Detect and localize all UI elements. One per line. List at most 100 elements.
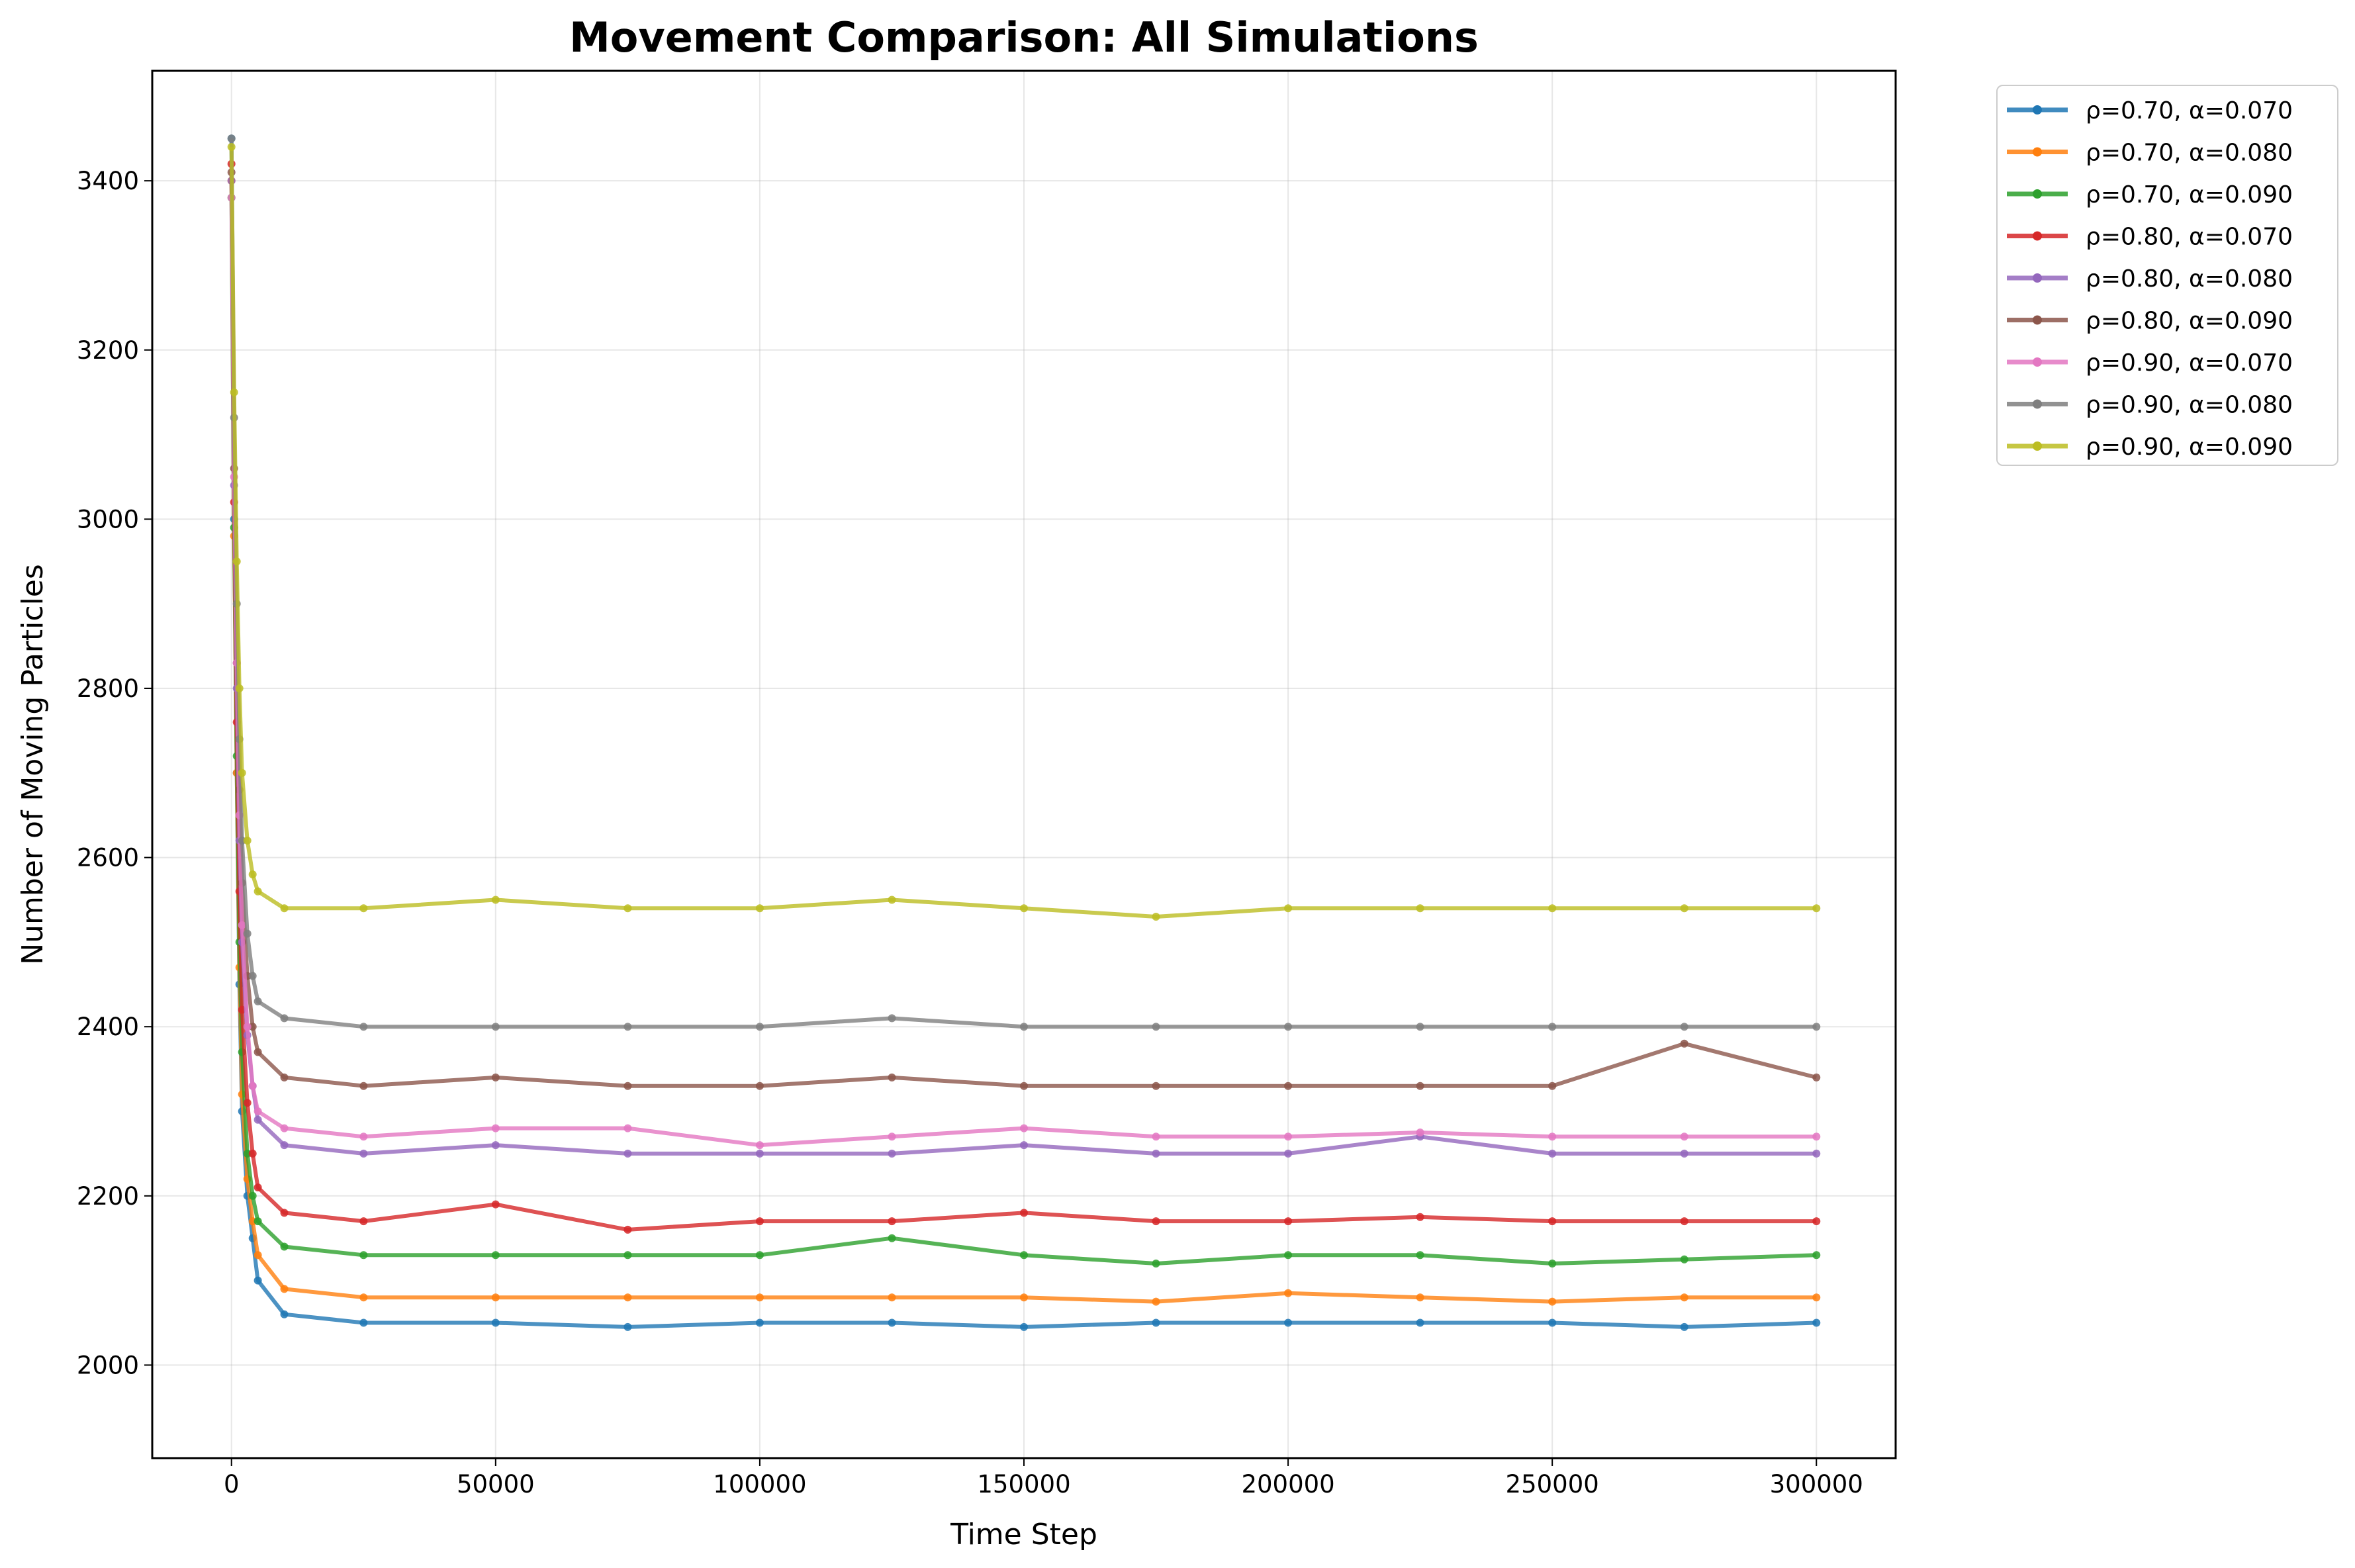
data-point: [1284, 1289, 1293, 1297]
data-point: [280, 904, 289, 913]
legend: ρ=0.70, α=0.070 ρ=0.70, α=0.080 ρ=0.70, α=…: [1996, 85, 2338, 466]
legend-item: ρ=0.70, α=0.070: [2007, 97, 2293, 124]
data-point: [888, 1318, 896, 1327]
data-point: [1680, 1322, 1688, 1331]
y-tick-label: 3200: [77, 336, 139, 365]
data-point: [1284, 1023, 1293, 1031]
data-point: [1680, 1149, 1688, 1158]
data-point: [1416, 1293, 1424, 1302]
data-point: [1812, 1132, 1821, 1141]
legend-item: ρ=0.70, α=0.090: [2007, 181, 2293, 208]
legend-label: ρ=0.80, α=0.080: [2086, 265, 2293, 293]
data-point: [1152, 1217, 1160, 1226]
data-point: [1416, 1129, 1424, 1136]
data-point: [1812, 1318, 1821, 1327]
data-point: [1284, 1132, 1293, 1141]
legend-label: ρ=0.90, α=0.080: [2086, 392, 2293, 419]
data-point: [227, 134, 236, 143]
data-point: [623, 1149, 632, 1158]
y-tick-label: 2200: [77, 1182, 139, 1211]
data-point: [235, 684, 244, 692]
data-point: [888, 1149, 896, 1158]
series-9: [227, 143, 1821, 921]
data-point: [491, 1293, 500, 1302]
data-point: [1416, 1023, 1424, 1031]
data-point: [623, 1124, 632, 1132]
data-point: [755, 1318, 764, 1327]
data-point: [1152, 1260, 1160, 1268]
data-point: [1812, 1217, 1821, 1226]
data-point: [1812, 1251, 1821, 1260]
y-tick-label: 3400: [77, 167, 139, 195]
x-tick-label: 200000: [1241, 1470, 1334, 1499]
legend-marker: [2033, 357, 2042, 367]
data-point: [254, 1183, 262, 1191]
x-tick-label: 100000: [713, 1470, 806, 1499]
data-point: [1548, 1318, 1557, 1327]
data-point: [755, 1149, 764, 1158]
data-point: [491, 1318, 500, 1327]
data-point: [1152, 913, 1160, 921]
data-point: [1152, 1132, 1160, 1141]
data-point: [888, 1234, 896, 1242]
y-tick-label: 2600: [77, 844, 139, 872]
data-point: [359, 1082, 368, 1090]
data-point: [1416, 1318, 1424, 1327]
data-point: [280, 1285, 289, 1293]
data-point: [1284, 1149, 1293, 1158]
data-point: [623, 1322, 632, 1331]
data-point: [623, 1293, 632, 1302]
data-point: [1284, 1217, 1293, 1226]
data-point: [1020, 1322, 1028, 1331]
legend-item: ρ=0.90, α=0.070: [2007, 349, 2293, 377]
data-point: [1020, 1124, 1028, 1132]
legend-label: ρ=0.90, α=0.070: [2086, 349, 2293, 377]
data-point: [491, 1251, 500, 1260]
series-layer: [227, 134, 1821, 1331]
data-point: [359, 1251, 368, 1260]
data-point: [888, 896, 896, 904]
legend-item: ρ=0.70, α=0.080: [2007, 140, 2293, 167]
data-point: [888, 1293, 896, 1302]
data-point: [755, 1251, 764, 1260]
data-point: [1812, 1023, 1821, 1031]
data-point: [1416, 1251, 1424, 1260]
data-point: [359, 1023, 368, 1031]
data-point: [1020, 1251, 1028, 1260]
data-point: [243, 929, 252, 938]
data-point: [491, 1073, 500, 1082]
data-point: [623, 1225, 632, 1234]
data-point: [243, 1099, 252, 1107]
x-tick-label: 250000: [1506, 1470, 1599, 1499]
y-tick-label: 2800: [77, 674, 139, 703]
legend-label: ρ=0.80, α=0.090: [2086, 308, 2293, 335]
data-point: [1548, 1132, 1557, 1141]
legend-marker: [2033, 399, 2042, 409]
data-point: [359, 1149, 368, 1158]
data-point: [1680, 1293, 1688, 1302]
data-point: [888, 1014, 896, 1023]
x-tick-label: 0: [224, 1470, 240, 1499]
legend-item: ρ=0.80, α=0.080: [2007, 265, 2293, 293]
legend-marker: [2033, 441, 2042, 451]
data-point: [1548, 1149, 1557, 1158]
legend-label: ρ=0.70, α=0.080: [2086, 140, 2293, 167]
data-point: [1152, 1297, 1160, 1306]
legend-marker: [2033, 189, 2042, 199]
data-point: [280, 1014, 289, 1023]
x-tick-label: 150000: [977, 1470, 1070, 1499]
data-point: [755, 1217, 764, 1226]
data-point: [755, 1082, 764, 1090]
data-point: [623, 1023, 632, 1031]
data-point: [1416, 1213, 1424, 1221]
legend-label: ρ=0.70, α=0.090: [2086, 181, 2293, 208]
data-point: [491, 896, 500, 904]
data-point: [623, 904, 632, 913]
data-point: [1680, 1217, 1688, 1226]
data-point: [1812, 1073, 1821, 1082]
data-point: [888, 1073, 896, 1082]
x-tick-label: 50000: [457, 1470, 535, 1499]
x-tick-label: 300000: [1770, 1470, 1863, 1499]
